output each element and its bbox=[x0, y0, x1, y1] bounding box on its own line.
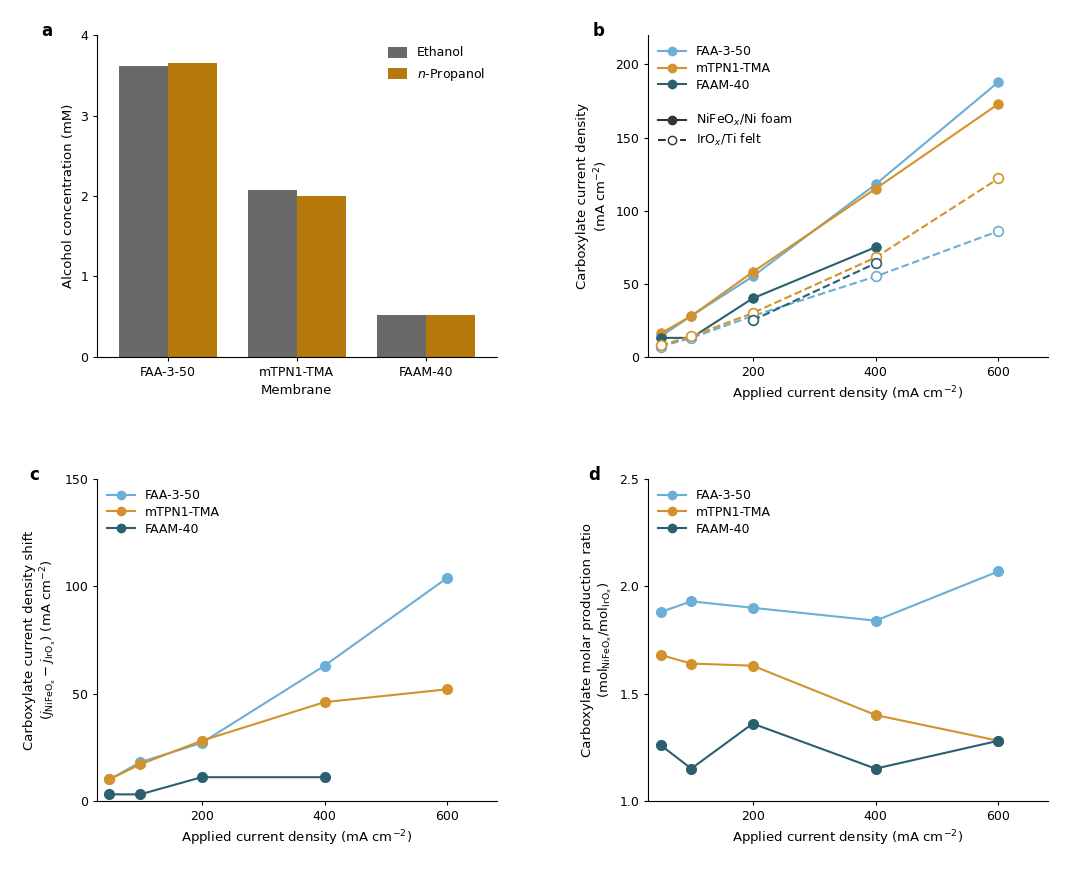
Legend: FAA-3-50, mTPN1-TMA, FAAM-40: FAA-3-50, mTPN1-TMA, FAAM-40 bbox=[104, 486, 224, 539]
Legend: FAA-3-50, mTPN1-TMA, FAAM-40: FAA-3-50, mTPN1-TMA, FAAM-40 bbox=[654, 486, 774, 539]
X-axis label: Applied current density (mA cm$^{-2}$): Applied current density (mA cm$^{-2}$) bbox=[732, 385, 963, 404]
Y-axis label: Alcohol concentration (mM): Alcohol concentration (mM) bbox=[62, 104, 75, 289]
Bar bbox=[426, 315, 474, 357]
Y-axis label: Carboxylate current density shift
($j_\mathrm{NiFeO_x}-j_\mathrm{IrO_x}$) (mA cm: Carboxylate current density shift ($j_\m… bbox=[23, 531, 58, 750]
Bar bbox=[297, 196, 346, 357]
X-axis label: Membrane: Membrane bbox=[261, 385, 333, 398]
X-axis label: Applied current density (mA cm$^{-2}$): Applied current density (mA cm$^{-2}$) bbox=[181, 828, 413, 848]
Text: c: c bbox=[29, 466, 39, 484]
Text: d: d bbox=[589, 466, 600, 484]
Y-axis label: Carboxylate current density
(mA cm$^{-2}$): Carboxylate current density (mA cm$^{-2}… bbox=[577, 103, 610, 290]
Bar bbox=[377, 315, 426, 357]
Text: a: a bbox=[41, 22, 53, 40]
Legend: FAA-3-50, mTPN1-TMA, FAAM-40, , NiFeO$_x$/Ni foam, IrO$_x$/Ti felt: FAA-3-50, mTPN1-TMA, FAAM-40, , NiFeO$_x… bbox=[654, 41, 796, 152]
Y-axis label: Carboxylate molar production ratio
(mol$_\mathrm{NiFeO_x}$/mol$_\mathrm{IrO_x}$): Carboxylate molar production ratio (mol$… bbox=[581, 523, 613, 757]
Legend: Ethanol, $n$-Propanol: Ethanol, $n$-Propanol bbox=[383, 41, 490, 88]
Bar bbox=[168, 63, 217, 357]
X-axis label: Applied current density (mA cm$^{-2}$): Applied current density (mA cm$^{-2}$) bbox=[732, 828, 963, 848]
Bar bbox=[248, 190, 297, 357]
Bar bbox=[119, 66, 168, 357]
Text: b: b bbox=[592, 22, 604, 40]
